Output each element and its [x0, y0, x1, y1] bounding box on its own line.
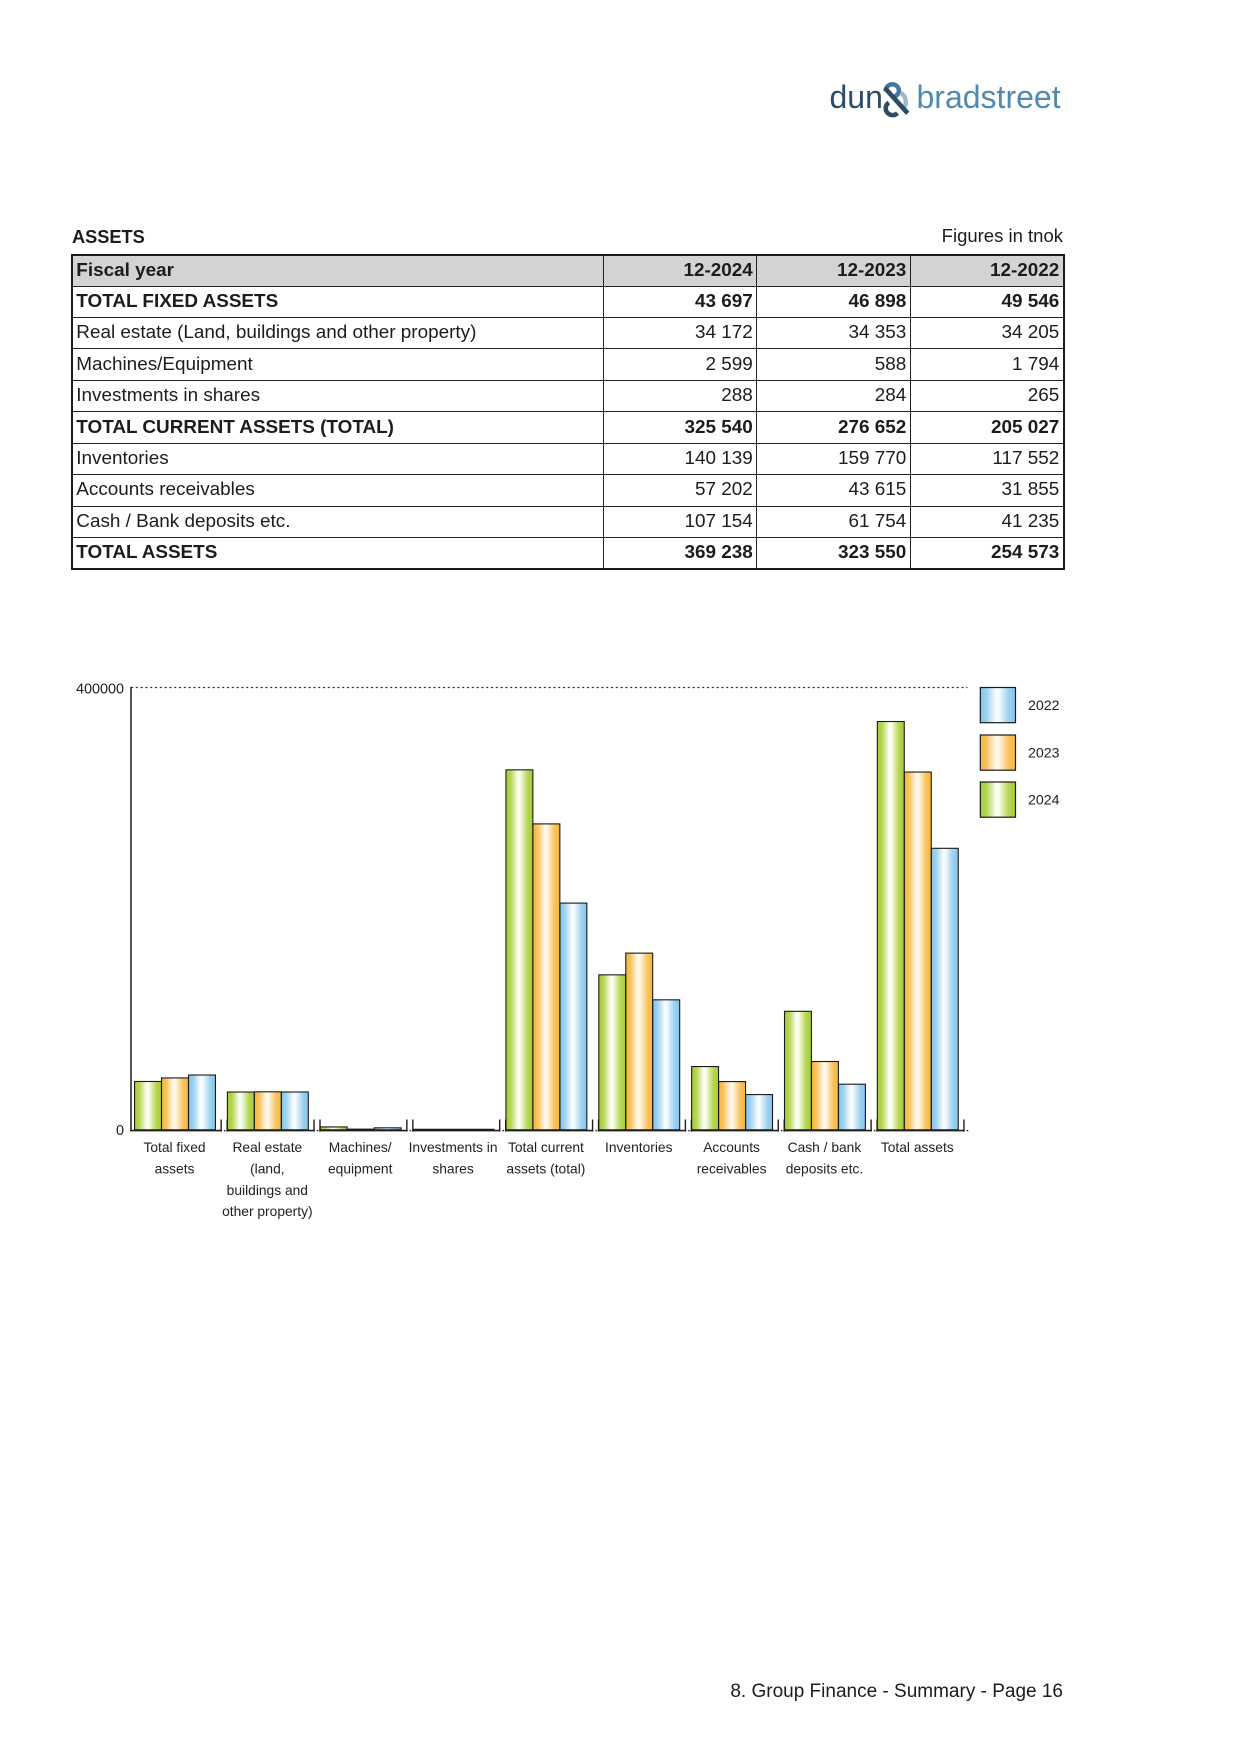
svg-text:Accounts: Accounts — [703, 1140, 760, 1155]
svg-text:Cash / bank: Cash / bank — [788, 1140, 862, 1155]
svg-text:2024: 2024 — [1028, 793, 1060, 809]
svg-text:dun: dun — [830, 79, 883, 115]
svg-text:bradstreet: bradstreet — [917, 79, 1061, 115]
svg-text:buildings and: buildings and — [227, 1183, 308, 1198]
svg-text:Machines/: Machines/ — [329, 1140, 392, 1155]
svg-text:other property): other property) — [222, 1204, 313, 1219]
svg-text:(land,: (land, — [250, 1161, 285, 1176]
svg-text:Inventories: Inventories — [605, 1140, 673, 1155]
svg-text:assets (total): assets (total) — [506, 1161, 585, 1176]
svg-text:deposits etc.: deposits etc. — [786, 1161, 863, 1176]
svg-text:Total fixed: Total fixed — [143, 1140, 205, 1155]
svg-text:Total current: Total current — [508, 1140, 584, 1155]
svg-text:2022: 2022 — [1028, 698, 1060, 714]
svg-text:0: 0 — [116, 1123, 124, 1139]
svg-text:400000: 400000 — [76, 682, 124, 698]
svg-text:2023: 2023 — [1028, 746, 1060, 762]
svg-text:receivables: receivables — [697, 1161, 767, 1176]
svg-text:equipment: equipment — [328, 1161, 393, 1176]
svg-text:Total assets: Total assets — [881, 1140, 954, 1155]
svg-text:Investments in: Investments in — [409, 1140, 498, 1155]
svg-text:assets: assets — [155, 1161, 195, 1176]
svg-text:Real estate: Real estate — [232, 1140, 302, 1155]
svg-text:shares: shares — [432, 1161, 474, 1176]
